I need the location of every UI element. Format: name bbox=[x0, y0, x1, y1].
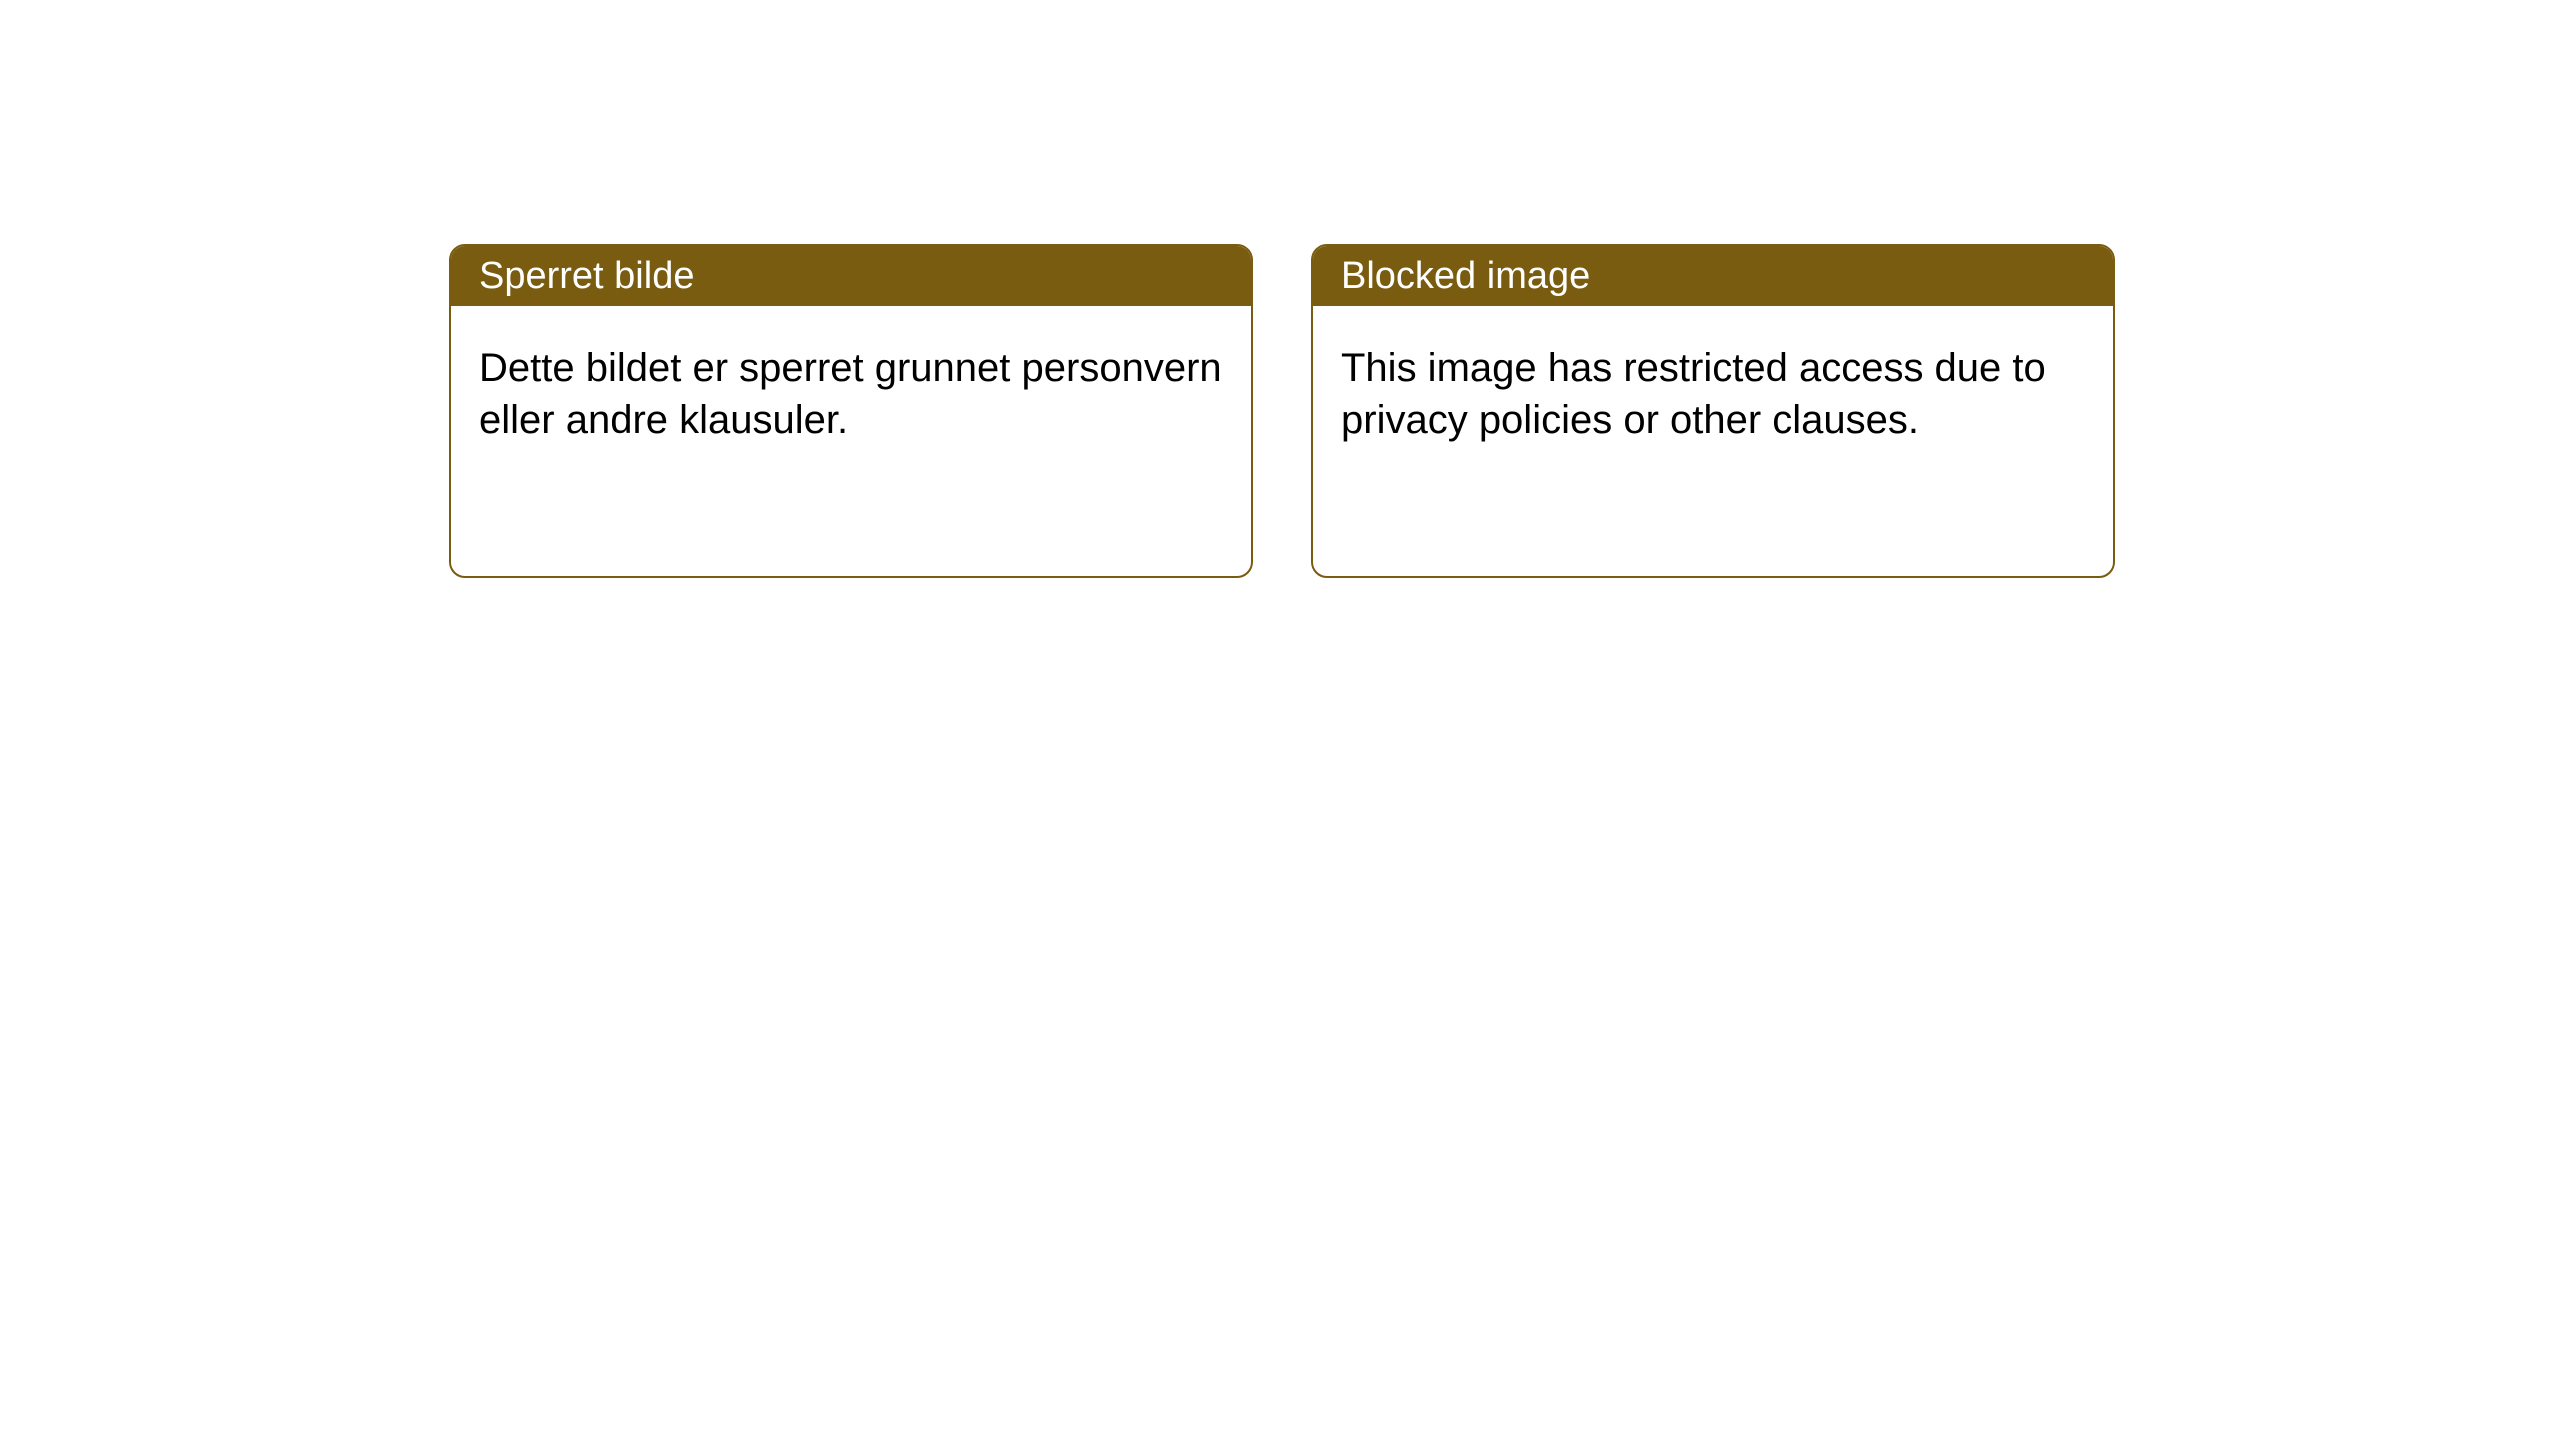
card-norwegian: Sperret bilde Dette bildet er sperret gr… bbox=[449, 244, 1253, 578]
card-body-norwegian: Dette bildet er sperret grunnet personve… bbox=[451, 306, 1251, 482]
cards-container: Sperret bilde Dette bildet er sperret gr… bbox=[449, 244, 2115, 578]
card-english: Blocked image This image has restricted … bbox=[1311, 244, 2115, 578]
card-header-norwegian: Sperret bilde bbox=[451, 246, 1251, 306]
card-header-english: Blocked image bbox=[1313, 246, 2113, 306]
card-body-english: This image has restricted access due to … bbox=[1313, 306, 2113, 482]
